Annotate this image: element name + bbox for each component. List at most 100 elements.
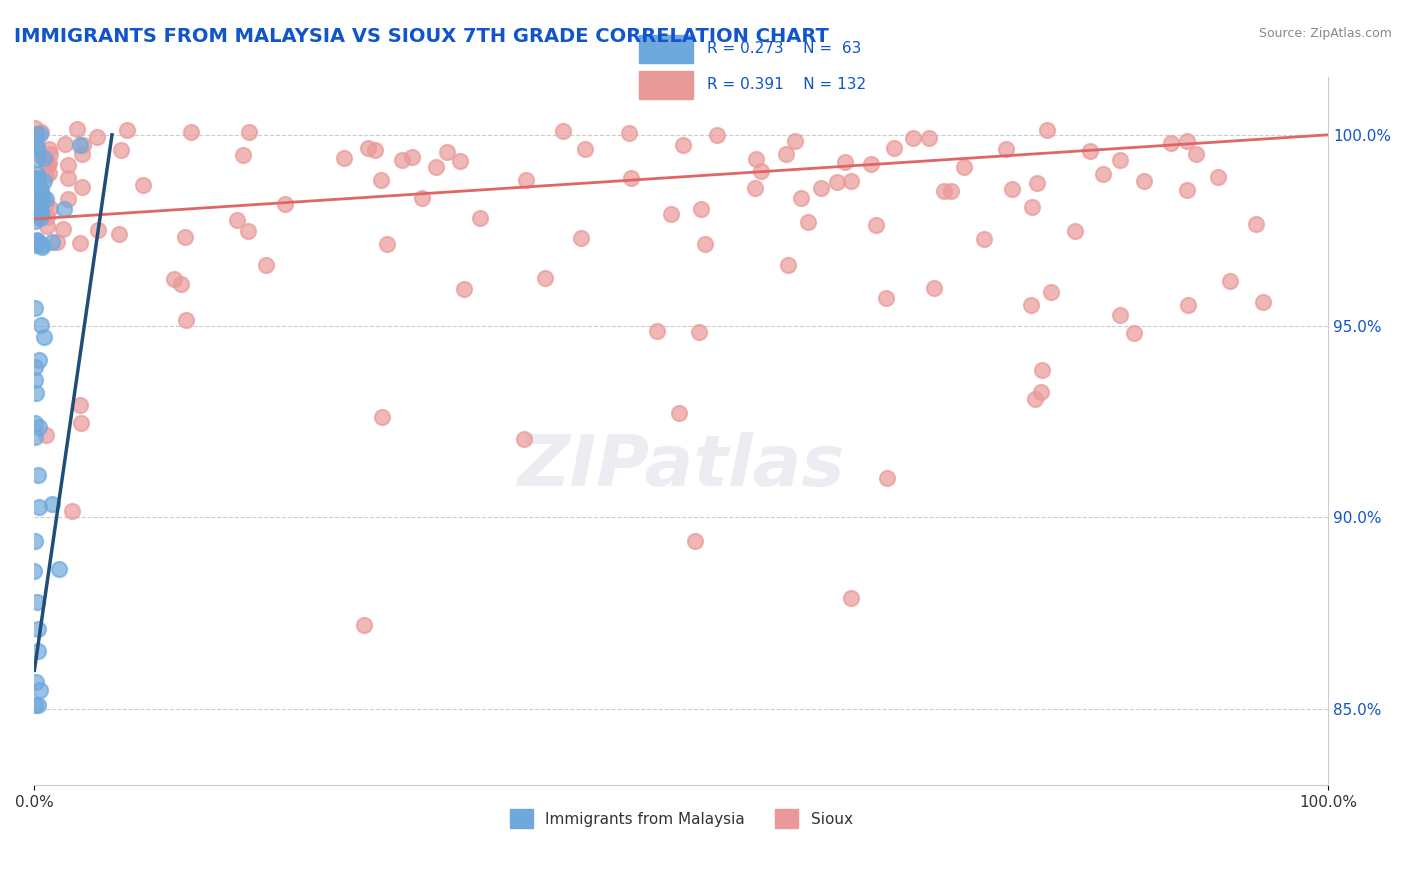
Point: [28, 500, 51, 515]
Point: [371, 409, 394, 424]
Point: [1133, 174, 1156, 188]
Point: [25, 237, 48, 252]
Text: R = 0.391    N = 132: R = 0.391 N = 132: [707, 77, 866, 92]
Point: [24, 698, 46, 712]
Point: [28, 420, 51, 434]
Point: [1251, 294, 1274, 309]
Point: [70, 147, 93, 161]
Point: [1123, 326, 1146, 341]
Point: [56, 192, 79, 206]
Point: [645, 324, 668, 338]
Point: [25, 127, 48, 141]
Point: [32, 174, 55, 188]
Point: [28, 207, 51, 221]
Point: [789, 191, 811, 205]
Point: [1021, 200, 1043, 214]
Point: [66, 121, 89, 136]
Point: [744, 153, 766, 167]
Point: [69, 235, 91, 250]
Point: [27, 622, 49, 636]
Point: [24, 121, 46, 136]
Point: [1177, 183, 1199, 197]
Point: [25, 176, 48, 190]
Point: [1036, 123, 1059, 137]
Point: [38, 146, 60, 161]
Point: [617, 126, 640, 140]
Point: [695, 237, 717, 252]
Point: [620, 171, 643, 186]
Point: [32, 151, 55, 165]
Point: [28, 148, 51, 162]
Point: [174, 230, 197, 244]
Point: [69, 138, 91, 153]
Point: [569, 230, 592, 244]
Point: [364, 143, 387, 157]
Point: [797, 215, 820, 229]
Point: [117, 123, 139, 137]
Point: [38, 156, 60, 170]
Point: [876, 470, 898, 484]
Point: [27, 698, 49, 713]
Point: [1109, 308, 1132, 322]
Point: [28, 353, 51, 368]
Point: [31, 238, 53, 252]
Point: [69, 417, 91, 431]
Point: [35, 210, 58, 224]
Point: [72, 180, 94, 194]
Text: Source: ZipAtlas.com: Source: ZipAtlas.com: [1258, 27, 1392, 40]
Point: [534, 270, 557, 285]
Point: [39, 201, 62, 215]
Point: [411, 191, 433, 205]
Bar: [640, 35, 693, 62]
Point: [174, 312, 197, 326]
Point: [689, 202, 711, 217]
Point: [918, 131, 941, 145]
Point: [27, 206, 49, 220]
Point: [25, 152, 48, 166]
Point: [1040, 285, 1063, 299]
Point: [30, 205, 52, 219]
Point: [683, 533, 706, 548]
Point: [883, 141, 905, 155]
Point: [24, 177, 46, 191]
Point: [274, 197, 297, 211]
Point: [37, 219, 59, 234]
Point: [27, 644, 49, 658]
Point: [53, 136, 76, 151]
Point: [903, 131, 925, 145]
Point: [995, 142, 1018, 156]
Point: [53, 202, 76, 216]
Point: [108, 227, 131, 242]
Point: [30, 182, 52, 196]
Point: [35, 169, 58, 183]
Point: [357, 141, 380, 155]
Point: [1246, 217, 1268, 231]
Point: [24, 214, 46, 228]
Point: [551, 124, 574, 138]
Point: [25, 233, 48, 247]
Point: [839, 174, 862, 188]
Point: [24, 386, 46, 401]
Bar: [640, 71, 693, 99]
Point: [238, 125, 260, 139]
Point: [31, 190, 53, 204]
Point: [24, 430, 46, 444]
Point: [932, 184, 955, 198]
Point: [513, 432, 536, 446]
Point: [1026, 176, 1049, 190]
Point: [1219, 275, 1241, 289]
Point: [668, 406, 690, 420]
Point: [24, 301, 46, 315]
Text: R = 0.273    N =  63: R = 0.273 N = 63: [707, 41, 860, 56]
Point: [31, 195, 53, 210]
Point: [775, 147, 797, 161]
Point: [28, 683, 51, 698]
Point: [922, 281, 945, 295]
Point: [225, 212, 247, 227]
Point: [110, 144, 132, 158]
Point: [51, 221, 73, 235]
Point: [953, 160, 976, 174]
Point: [1091, 168, 1114, 182]
Point: [1001, 182, 1024, 196]
Point: [87, 222, 110, 236]
